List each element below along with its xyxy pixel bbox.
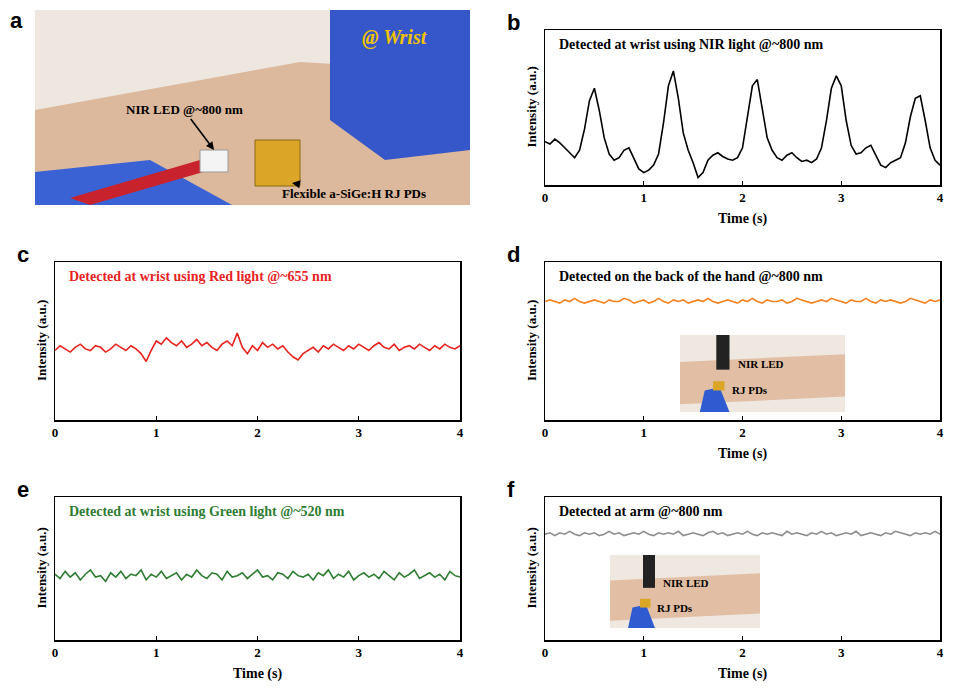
svg-text:@ Wrist: @ Wrist [362, 26, 428, 49]
svg-text:0: 0 [542, 190, 549, 205]
svg-text:3: 3 [838, 645, 845, 660]
svg-text:Intensity (a.u.): Intensity (a.u.) [34, 300, 49, 381]
svg-text:0: 0 [52, 425, 59, 440]
svg-text:2: 2 [739, 425, 746, 440]
svg-text:Intensity (a.u.): Intensity (a.u.) [34, 527, 49, 608]
svg-text:1: 1 [641, 425, 648, 440]
svg-text:4: 4 [457, 645, 464, 660]
svg-text:3: 3 [838, 190, 845, 205]
svg-text:e: e [17, 477, 29, 502]
svg-text:b: b [507, 10, 520, 35]
svg-text:3: 3 [838, 425, 845, 440]
svg-text:0: 0 [542, 645, 549, 660]
svg-text:0: 0 [52, 645, 59, 660]
svg-text:Flexible a-SiGe:H RJ PDs: Flexible a-SiGe:H RJ PDs [282, 186, 426, 201]
svg-text:Intensity (a.u.): Intensity (a.u.) [524, 300, 539, 381]
svg-text:1: 1 [153, 425, 160, 440]
svg-text:Intensity (a.u.): Intensity (a.u.) [524, 66, 539, 147]
svg-text:d: d [507, 242, 520, 267]
svg-text:a: a [10, 8, 23, 33]
svg-text:1: 1 [153, 645, 160, 660]
svg-text:NIR LED: NIR LED [738, 358, 784, 370]
svg-text:Time (s): Time (s) [718, 446, 767, 462]
svg-text:2: 2 [739, 190, 746, 205]
svg-text:3: 3 [356, 425, 363, 440]
svg-text:4: 4 [937, 425, 944, 440]
svg-text:2: 2 [739, 645, 746, 660]
svg-text:Detected at arm @~800 nm: Detected at arm @~800 nm [559, 504, 723, 519]
svg-text:NIR LED @~800 nm: NIR LED @~800 nm [126, 102, 243, 117]
svg-text:Detected at wrist using Red li: Detected at wrist using Red light @~655 … [69, 269, 332, 284]
svg-text:1: 1 [641, 190, 648, 205]
svg-text:4: 4 [937, 645, 944, 660]
svg-text:Time (s): Time (s) [718, 666, 767, 682]
svg-text:0: 0 [542, 425, 549, 440]
svg-text:RJ PDs: RJ PDs [657, 602, 693, 614]
svg-text:RJ PDs: RJ PDs [732, 384, 768, 396]
svg-text:Intensity (a.u.): Intensity (a.u.) [524, 527, 539, 608]
svg-text:Time (s): Time (s) [718, 211, 767, 227]
svg-text:2: 2 [254, 645, 261, 660]
svg-text:Detected at wrist using NIR li: Detected at wrist using NIR light @~800 … [559, 37, 823, 52]
svg-text:3: 3 [356, 645, 363, 660]
svg-text:2: 2 [254, 425, 261, 440]
svg-text:f: f [507, 477, 515, 502]
svg-text:1: 1 [641, 645, 648, 660]
svg-text:4: 4 [457, 425, 464, 440]
svg-text:Time (s): Time (s) [233, 666, 282, 682]
svg-text:Detected at wrist using Green: Detected at wrist using Green light @~52… [69, 504, 345, 519]
svg-text:4: 4 [937, 190, 944, 205]
svg-text:NIR LED: NIR LED [663, 577, 709, 589]
svg-text:Detected on the back of the ha: Detected on the back of the hand @~800 n… [559, 269, 823, 284]
svg-text:c: c [17, 242, 29, 267]
